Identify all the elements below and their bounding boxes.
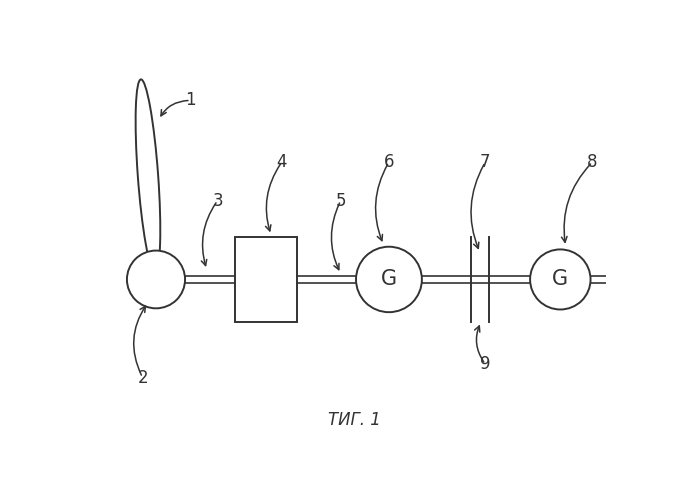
Text: G: G — [552, 270, 569, 289]
Text: 1: 1 — [185, 92, 196, 110]
Ellipse shape — [127, 250, 185, 308]
Ellipse shape — [356, 246, 422, 312]
Text: 7: 7 — [480, 153, 491, 171]
Text: 8: 8 — [587, 153, 598, 171]
Ellipse shape — [530, 250, 591, 310]
Text: 9: 9 — [480, 355, 491, 373]
Bar — [235, 237, 296, 322]
Text: ΤИГ. 1: ΤИГ. 1 — [328, 411, 381, 429]
Ellipse shape — [135, 80, 160, 272]
Text: 3: 3 — [212, 192, 223, 210]
Text: 2: 2 — [138, 368, 148, 386]
Text: G: G — [381, 270, 397, 289]
Text: 5: 5 — [336, 192, 346, 210]
Text: 4: 4 — [276, 153, 287, 171]
Text: 6: 6 — [384, 153, 394, 171]
